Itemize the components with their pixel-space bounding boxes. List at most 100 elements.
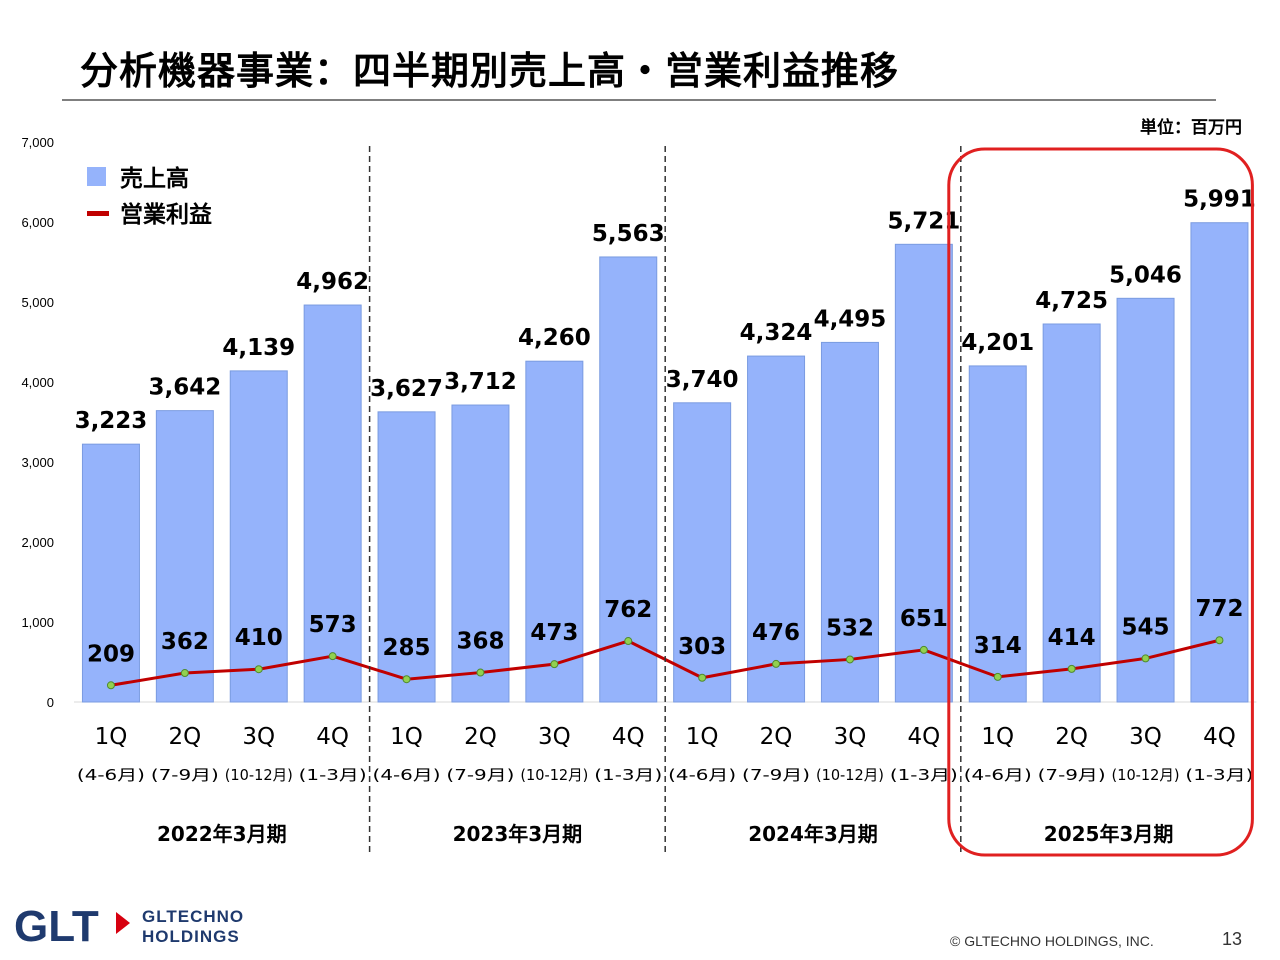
y-tick-label: 1,000 <box>21 615 54 630</box>
profit-point <box>402 675 411 684</box>
glt-logo-icon: GLT GLTECHNO HOLDINGS <box>14 902 244 951</box>
profit-value-label: 772 <box>1195 596 1243 622</box>
sales-bar <box>1190 222 1249 703</box>
x-tick-label: 3Q <box>834 724 867 750</box>
x-sub-label: (4-6月) <box>373 766 441 784</box>
sales-value-label: 4,260 <box>518 325 591 351</box>
profit-point <box>845 655 854 664</box>
sales-value-label: 4,495 <box>814 306 887 332</box>
sales-value-label: 4,139 <box>222 335 295 361</box>
sales-bar <box>894 243 953 703</box>
sales-bar <box>599 256 658 703</box>
sales-bar <box>377 411 436 703</box>
x-sub-label: (10-12月) <box>816 766 884 784</box>
y-tick-label: 3,000 <box>21 455 54 470</box>
x-sub-label: (1-3月) <box>594 766 662 784</box>
sales-bar <box>525 360 584 703</box>
profit-point <box>1141 654 1150 663</box>
legend-sales-swatch <box>87 167 106 186</box>
x-tick-label: 1Q <box>981 724 1014 750</box>
sales-bar <box>968 365 1027 703</box>
x-sub-label: (10-12月) <box>1112 766 1180 784</box>
y-tick-label: 6,000 <box>21 215 54 230</box>
x-tick-label: 4Q <box>316 724 349 750</box>
profit-value-label: 476 <box>752 620 800 646</box>
profit-point <box>772 659 781 668</box>
legend-profit-label: 営業利益 <box>120 201 212 228</box>
profit-point <box>254 665 263 674</box>
fiscal-year-label: 2022年3月期 <box>157 822 287 846</box>
x-tick-label: 3Q <box>538 724 571 750</box>
x-tick-label: 4Q <box>1203 724 1236 750</box>
profit-value-label: 285 <box>383 635 431 661</box>
logo-arrow-icon <box>116 912 130 934</box>
logo-text-line1: GLTECHNO <box>142 907 244 926</box>
profit-value-label: 473 <box>530 620 578 646</box>
profit-value-label: 362 <box>161 629 209 655</box>
page-title: 分析機器事業：四半期別売上高・営業利益推移 <box>80 49 900 93</box>
sales-bar <box>303 304 362 703</box>
sales-value-label: 4,962 <box>296 269 369 295</box>
sales-value-label: 5,991 <box>1183 187 1256 213</box>
highlight-frame <box>947 147 1254 857</box>
profit-value-label: 545 <box>1122 614 1170 640</box>
x-tick-label: 4Q <box>907 724 940 750</box>
sales-value-label: 3,740 <box>666 367 739 393</box>
y-tick-label: 0 <box>47 695 54 710</box>
profit-point <box>993 672 1002 681</box>
sales-bar <box>1042 323 1101 703</box>
x-sub-label: (4-6月) <box>964 766 1032 784</box>
x-tick-label: 2Q <box>1055 724 1088 750</box>
x-sub-label: (10-12月) <box>520 766 588 784</box>
sales-profit-chart: 0 1,000 2,000 3,000 4,000 5,000 6,000 7,000 3,22… <box>21 135 1257 857</box>
x-tick-label: 2Q <box>168 724 201 750</box>
sales-value-label: 3,642 <box>148 375 221 401</box>
profit-point <box>1215 636 1224 645</box>
profit-value-label: 303 <box>678 634 726 660</box>
x-tick-label: 3Q <box>242 724 275 750</box>
sales-value-label: 4,725 <box>1035 288 1108 314</box>
x-sub-label: (10-12月) <box>225 766 293 784</box>
x-sub-label: (7-9月) <box>1038 766 1106 784</box>
x-sub-label: (7-9月) <box>742 766 810 784</box>
legend-profit-swatch <box>87 211 109 216</box>
unit-label: 単位：百万円 <box>1140 118 1242 138</box>
y-tick-label: 2,000 <box>21 535 54 550</box>
x-sub-label: (4-6月) <box>77 766 145 784</box>
x-sub-label: (1-3月) <box>890 766 958 784</box>
sales-bar <box>820 341 879 703</box>
copyright: © GLTECHNO HOLDINGS, INC. <box>950 933 1154 949</box>
sales-value-label: 4,324 <box>740 320 813 346</box>
x-sub-label: (1-3月) <box>299 766 367 784</box>
title-divider <box>62 99 1216 101</box>
profit-value-label: 368 <box>456 629 504 655</box>
profit-point <box>180 669 189 678</box>
profit-value-label: 414 <box>1048 625 1096 651</box>
x-tick-label: 3Q <box>1129 724 1162 750</box>
sales-bar <box>451 404 510 703</box>
y-tick-label: 4,000 <box>21 375 54 390</box>
logo-mark: GLT <box>14 902 99 948</box>
sales-value-label: 3,627 <box>370 376 443 402</box>
x-sub-label: (7-9月) <box>446 766 514 784</box>
profit-value-label: 410 <box>235 625 283 651</box>
profit-value-label: 209 <box>87 641 135 667</box>
x-tick-label: 2Q <box>464 724 497 750</box>
x-tick-label: 1Q <box>390 724 423 750</box>
sales-value-label: 3,712 <box>444 369 517 395</box>
x-tick-label: 2Q <box>760 724 793 750</box>
x-sub-label: (4-6月) <box>668 766 736 784</box>
x-sub-label: (7-9月) <box>151 766 219 784</box>
sales-bar <box>81 443 140 703</box>
profit-point <box>106 681 115 690</box>
y-tick-label: 5,000 <box>21 295 54 310</box>
page-number: 13 <box>1222 929 1243 949</box>
sales-bar <box>673 402 732 703</box>
sales-value-label: 3,223 <box>75 408 148 434</box>
profit-value-label: 651 <box>900 606 948 632</box>
x-tick-label: 1Q <box>686 724 719 750</box>
profit-value-label: 532 <box>826 615 874 641</box>
logo-text-line2: HOLDINGS <box>142 927 240 946</box>
profit-point <box>476 668 485 677</box>
sales-value-label: 5,046 <box>1109 262 1182 288</box>
